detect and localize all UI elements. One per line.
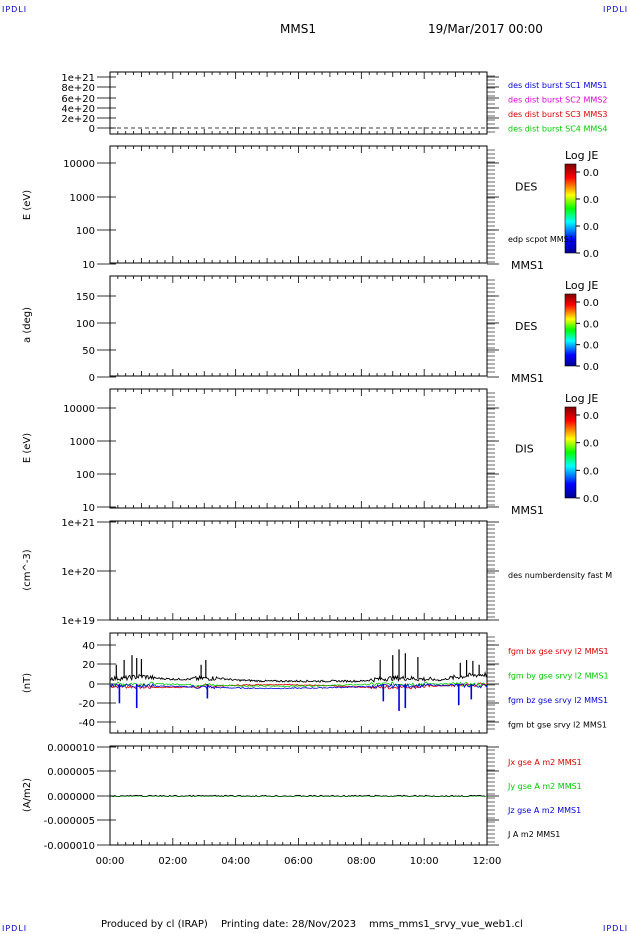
panel7-tick-label: -0.000010 (44, 841, 95, 852)
panel5-tick-label: 1e+19 (61, 616, 95, 627)
panel3-colorbar (564, 293, 577, 367)
page-title: MMS1 (280, 22, 316, 36)
panel1-tick-label: 8e+20 (61, 83, 95, 94)
panel6-legend-4: fgm bt gse srvy l2 MMS1 (508, 721, 607, 730)
panel7-tick-label: 0.000000 (47, 792, 95, 803)
panel1-legend-2: des dist burst SC2 MMS2 (508, 96, 607, 105)
page-datetime: 19/Mar/2017 00:00 (428, 22, 543, 36)
panel2-label: DES (515, 181, 537, 194)
panel6-legend-2: fgm by gse srvy l2 MMS1 (508, 672, 609, 681)
panel7-tick-label: -0.000005 (44, 816, 95, 827)
panel3-colorbar-label: 0.0 (583, 341, 599, 352)
panel3-frame (109, 275, 488, 377)
corner-label-bottom-right: IPDLI (603, 924, 629, 933)
panel1-legend-1: des dist burst SC1 MMS1 (508, 81, 607, 90)
panel1-tick-label: 1e+21 (61, 73, 95, 84)
panel2-tick-label: 1000 (70, 193, 95, 204)
panel3-colorbar-label: 0.0 (583, 319, 599, 330)
panel2-tick-label: 10000 (63, 159, 95, 170)
panel3-colorbar-label: 0.0 (583, 362, 599, 373)
time-axis-label: 02:00 (158, 856, 187, 867)
panel1-tick-label: 4e+20 (61, 104, 95, 115)
panel4-tick-label: 10000 (63, 404, 95, 415)
time-axis-label: 00:00 (96, 856, 125, 867)
panel6-bt-line (109, 670, 488, 684)
panel2-colorbar-label: 0.0 (583, 195, 599, 206)
panel5-ylabel: (cm^-3) (22, 549, 33, 590)
corner-label-bottom-left: IPDLI (2, 924, 28, 933)
time-axis-label: 06:00 (284, 856, 313, 867)
panel2-colorbar-label: 0.0 (583, 249, 599, 260)
panel4-frame (109, 388, 488, 509)
panel2-bottom-label: MMS1 (511, 259, 544, 272)
footer-printing-date: Printing date: 28/Nov/2023 (221, 919, 357, 930)
panel1-legend-3: des dist burst SC3 MMS3 (508, 110, 607, 119)
panel6-tick-label: 40 (82, 641, 95, 652)
corner-label-top-left: IPDLI (2, 5, 28, 14)
time-axis-label: 08:00 (347, 856, 376, 867)
panel1-tick-label: 0 (89, 124, 95, 135)
time-axis-label: 12:00 (473, 856, 502, 867)
panel6-legend-3: fgm bz gse srvy l2 MMS1 (508, 696, 608, 705)
time-axis-label: 10:00 (410, 856, 439, 867)
panel4-colorbar-label: 0.0 (583, 494, 599, 505)
panel4-colorbar-label: 0.0 (583, 411, 599, 422)
panel5-legend: des numberdensity fast M (508, 571, 612, 580)
panel2-colorbar-label: 0.0 (583, 168, 599, 179)
panel6-ylabel: (nT) (22, 673, 33, 693)
panel2-tick-label: 100 (76, 226, 95, 237)
panel4-colorbar-label: 0.0 (583, 466, 599, 477)
panel5-frame (109, 520, 488, 621)
footer-produced: Produced by cl (IRAP) (101, 919, 208, 930)
panel3-ylabel: a (deg) (22, 307, 33, 343)
panel6-tick-label: 20 (82, 660, 95, 671)
panel1-tick-label: 6e+20 (61, 94, 95, 105)
footer-script: mms_mms1_srvy_vue_web1.cl (369, 919, 523, 930)
panel2-frame (109, 145, 488, 264)
panel2-tick-label: 10 (82, 260, 95, 271)
panel4-colorbar-title: Log JE (565, 392, 598, 405)
panel6-tick-label: -20 (79, 699, 95, 710)
panel3-colorbar-label: 0.0 (583, 298, 599, 309)
panel4-tick-label: 10 (82, 503, 95, 514)
panel4-label: DIS (515, 443, 534, 456)
panel7-legend-2: Jy gse A m2 MMS1 (507, 782, 582, 791)
panel3-bottom-label: MMS1 (511, 372, 544, 385)
corner-label-top-right: IPDLI (603, 5, 629, 14)
panel7-tick-label: 0.000010 (47, 743, 95, 754)
panel7-legend-1: Jx gse A m2 MMS1 (507, 758, 582, 767)
panel3-tick-label: 150 (76, 292, 95, 303)
panel1-tick-label: 2e+20 (61, 114, 95, 125)
panel2-colorbar-label: 0.0 (583, 222, 599, 233)
panel3-tick-label: 100 (76, 319, 95, 330)
panel5-tick-label: 1e+20 (61, 567, 95, 578)
panel6-series-3-line (109, 682, 488, 690)
panel2-ylabel: E (eV) (22, 190, 33, 220)
panel3-tick-label: 50 (82, 346, 95, 357)
time-axis-label: 04:00 (221, 856, 250, 867)
panel3-tick-label: 0 (89, 373, 95, 384)
panel4-colorbar-label: 0.0 (583, 439, 599, 450)
panel2-colorbar-title: Log JE (565, 149, 598, 162)
panel7-legend-4: J A m2 MMS1 (507, 830, 560, 839)
panel3-label: DES (515, 320, 537, 333)
panel1-legend-4: des dist burst SC4 MMS4 (508, 125, 607, 134)
panel2-colorbar (564, 163, 577, 254)
panel4-ylabel: E (eV) (22, 433, 33, 463)
panel6-tick-label: 0 (89, 680, 95, 691)
panel7-legend-3: Jz gse A m2 MMS1 (507, 806, 581, 815)
panel7-tick-label: 0.000005 (47, 767, 95, 778)
panel6-legend-1: fgm bx gse srvy l2 MMS1 (508, 647, 609, 656)
panel4-tick-label: 1000 (70, 437, 95, 448)
panel6-tick-label: -40 (79, 718, 95, 729)
panel4-bottom-label: MMS1 (511, 504, 544, 517)
panel5-tick-label: 1e+21 (61, 518, 95, 529)
panel3-colorbar-title: Log JE (565, 279, 598, 292)
panel4-colorbar (564, 406, 577, 499)
panel2-extra-label: edp scpot MMS1 (508, 235, 574, 244)
panel1-frame (109, 71, 488, 135)
panel4-tick-label: 100 (76, 470, 95, 481)
panel7-ylabel: (A/m2) (22, 778, 33, 812)
